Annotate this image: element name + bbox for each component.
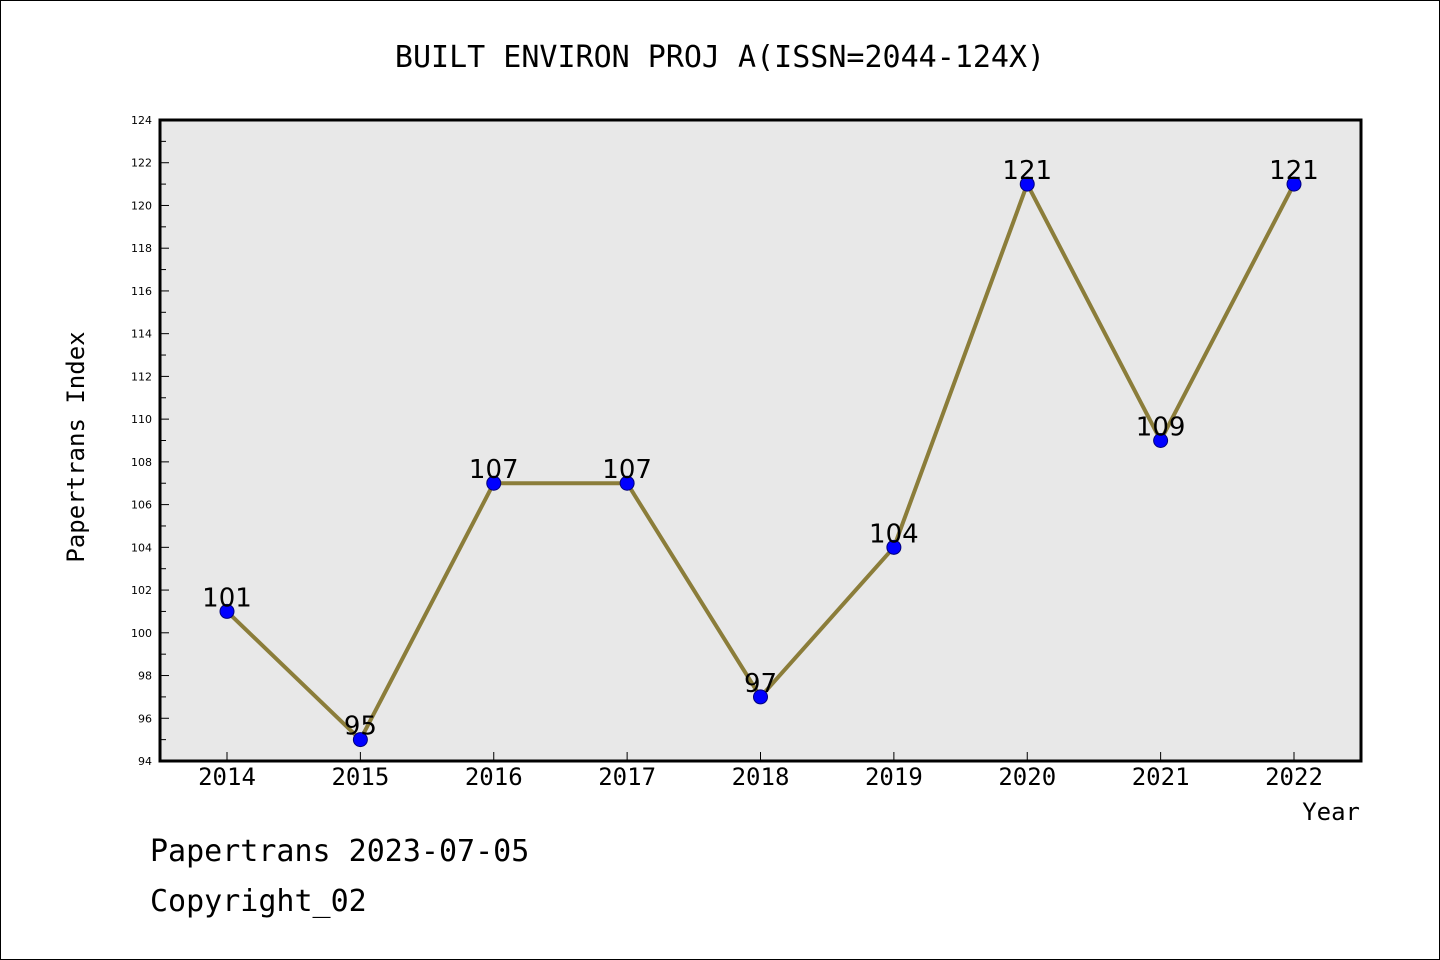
- x-axis: 2014 2015 2016 2017 2018 2019 2020 2021 2022: [198, 752, 1323, 791]
- data-label: 107: [469, 455, 519, 485]
- data-label: 97: [744, 669, 777, 699]
- data-label: 104: [869, 519, 919, 549]
- data-label: 121: [1002, 156, 1052, 186]
- data-label: 107: [602, 455, 652, 485]
- x-tick-label: 2014: [198, 763, 256, 791]
- y-tick-label: 112: [131, 370, 152, 383]
- y-tick-label: 122: [131, 157, 152, 170]
- y-tick-label: 108: [131, 456, 152, 469]
- x-axis-label: Year: [1302, 798, 1360, 826]
- x-tick-label: 2017: [598, 763, 656, 791]
- data-point: [753, 689, 768, 705]
- data-point: [886, 539, 902, 555]
- y-tick-label: 106: [131, 499, 152, 512]
- x-tick-label: 2022: [1265, 763, 1323, 791]
- data-point: [486, 475, 502, 491]
- data-point: [619, 475, 635, 491]
- x-tick-label: 2016: [465, 763, 523, 791]
- data-label: 95: [344, 712, 377, 742]
- y-tick-label: 110: [131, 413, 152, 426]
- y-tick-label: 124: [131, 114, 152, 127]
- y-axis-label: Papertrans Index: [62, 331, 90, 562]
- y-tick-label: 120: [131, 199, 152, 212]
- x-tick-label: 2020: [998, 763, 1056, 791]
- y-tick-label: 94: [138, 755, 152, 768]
- data-point: [1286, 176, 1302, 192]
- y-tick-label: 102: [131, 584, 152, 597]
- plot-border: [158, 118, 1363, 763]
- y-tick-label: 104: [131, 541, 152, 554]
- footer-copyright: Copyright_02: [150, 884, 367, 919]
- y-tick-label: 116: [131, 285, 152, 298]
- data-point: [352, 732, 368, 748]
- y-tick-label: 118: [131, 242, 152, 255]
- y-tick-label: 96: [138, 712, 152, 725]
- x-tick-label: 2015: [331, 763, 389, 791]
- y-tick-label: 114: [131, 328, 152, 341]
- data-label: 101: [202, 583, 252, 613]
- data-point: [1019, 176, 1035, 192]
- x-tick-label: 2018: [732, 763, 790, 791]
- data-label: 109: [1136, 413, 1186, 443]
- y-tick-label: 98: [138, 670, 152, 683]
- x-tick-label: 2019: [865, 763, 923, 791]
- data-point: [1153, 433, 1169, 448]
- x-tick-label: 2021: [1132, 763, 1190, 791]
- chart-title: BUILT ENVIRON PROJ A(ISSN=2044-124X): [395, 40, 1045, 75]
- data-label: 121: [1269, 156, 1319, 186]
- footer-date: Papertrans 2023-07-05: [150, 834, 530, 869]
- y-tick-label: 100: [131, 627, 152, 640]
- series-layer: 101 95 107 107 97 104 121 109 121: [202, 156, 1319, 748]
- data-point: [219, 603, 235, 619]
